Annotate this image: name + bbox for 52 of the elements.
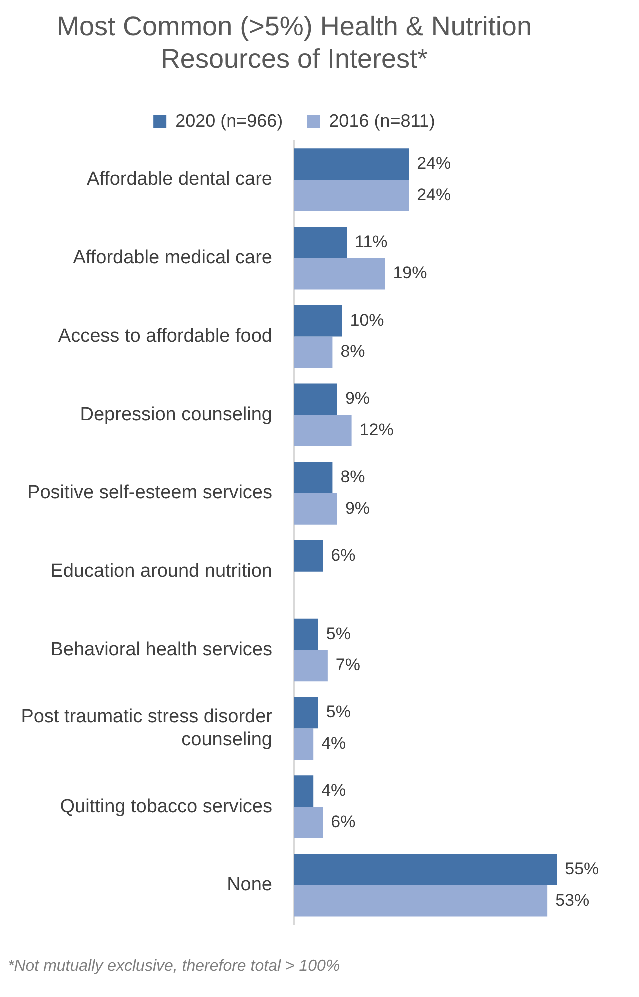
y-tick-label: None <box>227 874 272 896</box>
bar <box>294 776 314 808</box>
chart-title: Most Common (>5%) Health & Nutrition Resources of Interest* <box>57 12 532 74</box>
bar <box>294 462 333 494</box>
bar <box>294 258 386 290</box>
data-label: 12% <box>360 420 394 440</box>
bar <box>294 618 318 650</box>
data-label: 9% <box>345 389 370 408</box>
bar <box>294 885 548 917</box>
data-label: 10% <box>350 310 384 330</box>
data-label: 6% <box>331 812 356 832</box>
legend-label: 2020 (n=966) <box>176 110 284 131</box>
data-label: 24% <box>417 154 452 173</box>
bar <box>294 697 318 729</box>
bar <box>294 728 314 760</box>
data-label: 5% <box>326 702 351 722</box>
y-tick-label: Post traumatic stress disorder counseling <box>21 706 274 750</box>
data-label: 4% <box>322 734 346 754</box>
bar <box>294 807 324 838</box>
bar <box>294 336 333 368</box>
data-label: 11% <box>355 232 388 252</box>
data-label: 7% <box>336 656 361 675</box>
y-tick-label: Affordable dental care <box>86 169 272 190</box>
bar <box>294 384 338 416</box>
y-tick-label: Education around nutrition <box>50 561 272 582</box>
bar <box>294 415 352 446</box>
bar <box>294 854 558 886</box>
legend-label: 2016 (n=811) <box>329 110 436 131</box>
bar <box>294 227 348 258</box>
bar <box>294 494 338 525</box>
y-tick-label: Positive self-esteem services <box>28 482 272 504</box>
data-label: 53% <box>556 890 590 910</box>
data-label: 19% <box>393 264 428 283</box>
bar <box>294 650 328 682</box>
y-tick-label: Quitting tobacco services <box>60 796 272 818</box>
data-label: 8% <box>340 468 366 487</box>
y-tick-label: Behavioral health services <box>50 640 272 661</box>
data-label: 6% <box>331 546 356 565</box>
y-tick-label: Depression counseling <box>80 404 272 426</box>
text: *Not mutually exclusive, therefore total > 100% <box>8 958 342 976</box>
data-label: 9% <box>345 498 370 518</box>
data-label: 8% <box>340 342 366 362</box>
data-label: 24% <box>417 185 452 204</box>
y-tick-label: Access to affordable food <box>58 326 272 347</box>
bar <box>294 540 324 572</box>
bar <box>294 148 410 180</box>
data-label: 4% <box>322 781 346 800</box>
y-tick-label: Affordable medical care <box>73 248 272 269</box>
data-label: 55% <box>565 859 600 878</box>
data-label: 5% <box>326 624 351 644</box>
bar <box>294 180 410 212</box>
bar <box>294 305 342 337</box>
